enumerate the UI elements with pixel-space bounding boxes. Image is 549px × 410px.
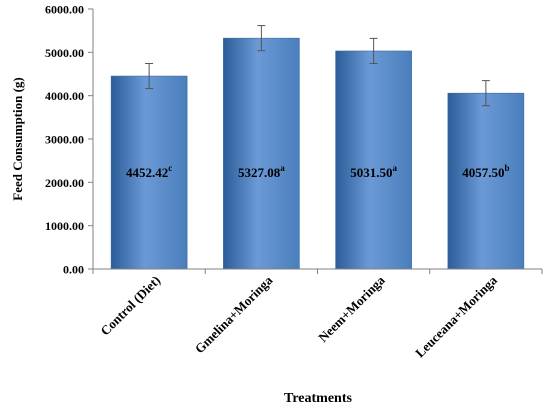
data-label: 4452.42c — [126, 163, 172, 180]
y-tick-label: 4000.00 — [45, 89, 84, 103]
x-axis-title: Treatments — [284, 391, 352, 406]
category-label: Gmelina+Moringa — [192, 272, 276, 356]
y-tick-label: 1000.00 — [45, 219, 84, 233]
category-label: Control (Diet) — [97, 273, 163, 339]
data-label: 4057.50b — [462, 163, 509, 180]
data-label: 5327.08a — [238, 163, 285, 180]
category-label: Leuceana+Moringa — [412, 272, 500, 360]
bar — [110, 75, 188, 270]
bar — [447, 92, 525, 270]
y-axis-title: Feed Consumption (g) — [10, 77, 25, 201]
y-tick-label: 6000.00 — [45, 3, 84, 17]
y-tick-label: 3000.00 — [45, 133, 84, 147]
category-label: Neem+Moringa — [315, 272, 388, 345]
bars-layer: 4452.42c 5327.08a 5031.50a 4057.50b — [110, 25, 525, 270]
y-tick-label: 2000.00 — [45, 176, 84, 190]
bar — [223, 37, 300, 270]
y-tick-label: 5000.00 — [45, 46, 84, 60]
y-tick-label: 0.00 — [63, 263, 84, 277]
data-label: 5031.50a — [350, 163, 397, 180]
bar — [335, 50, 412, 270]
